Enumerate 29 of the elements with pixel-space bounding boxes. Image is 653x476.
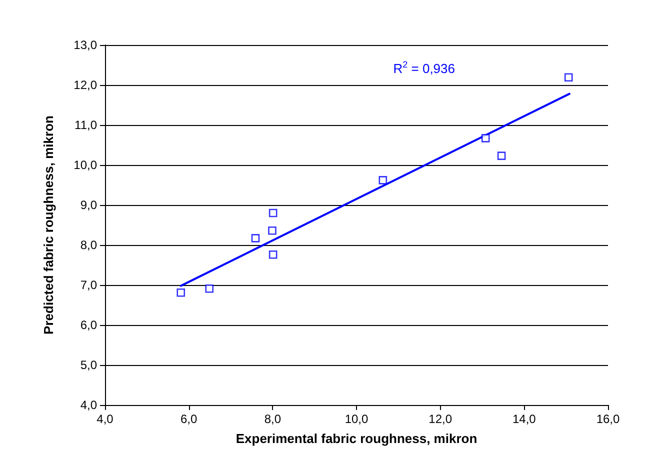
y-tick-label: 12,0 bbox=[74, 78, 98, 92]
point bbox=[378, 176, 388, 184]
y-tick-label: 6,0 bbox=[80, 318, 98, 332]
x-tick-label: 16,0 bbox=[596, 412, 620, 426]
x-tick-label: 14,0 bbox=[512, 412, 536, 426]
point bbox=[176, 288, 186, 297]
x-tick-label: 4,0 bbox=[96, 412, 114, 426]
point bbox=[268, 208, 278, 218]
y-tick-label: 10,0 bbox=[74, 158, 98, 172]
y-tick-label: 8,0 bbox=[80, 238, 98, 252]
y-tick-label: 5,0 bbox=[80, 358, 98, 372]
y-tick-label: 4,0 bbox=[80, 398, 98, 412]
y-axis-title: Predicted fabric roughness, mikron bbox=[41, 116, 56, 334]
x-tick-label: 8,0 bbox=[264, 412, 282, 426]
x-tick-label: 6,0 bbox=[180, 412, 198, 426]
point bbox=[497, 152, 506, 160]
point bbox=[268, 250, 278, 259]
y-tick-label: 11,0 bbox=[74, 118, 98, 132]
x-tick-label: 12,0 bbox=[428, 412, 452, 426]
x-axis-title: Experimental fabric roughness, mikron bbox=[236, 431, 478, 446]
point bbox=[481, 134, 490, 142]
point bbox=[268, 226, 276, 235]
point bbox=[205, 284, 214, 293]
point bbox=[564, 73, 573, 82]
y-tick-label: 13,0 bbox=[74, 38, 98, 52]
point bbox=[251, 234, 260, 242]
x-tick-label: 10,0 bbox=[344, 412, 368, 426]
y-tick-label: 7,0 bbox=[80, 278, 98, 292]
y-tick-label: 9,0 bbox=[80, 198, 98, 212]
